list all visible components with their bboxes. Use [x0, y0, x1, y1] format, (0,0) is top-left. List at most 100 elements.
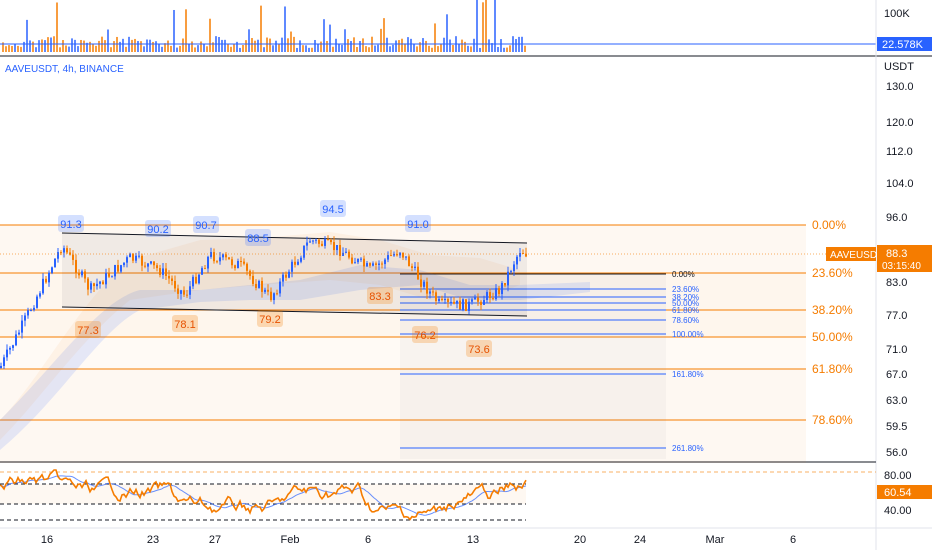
candle-body — [165, 268, 167, 276]
volume-bar — [164, 43, 166, 52]
candle-body — [417, 266, 419, 280]
volume-bar — [92, 44, 94, 52]
volume-bar — [77, 46, 79, 52]
candle-body — [156, 265, 158, 269]
volume-bar — [377, 44, 379, 52]
candle-body — [270, 291, 272, 301]
volume-bar — [320, 41, 322, 52]
volume-bar — [317, 43, 319, 52]
volume-pane — [0, 0, 932, 57]
rsi-value-badge — [877, 485, 932, 499]
fib-retracement-large[interactable] — [0, 224, 806, 463]
time-tick: 23 — [147, 534, 159, 546]
candle-body — [177, 288, 179, 294]
rsi-value: 60.54 — [884, 487, 912, 499]
volume-bar — [350, 41, 352, 52]
volume-bar — [260, 5, 262, 52]
fib-small-labels: 0.00% 23.60%38.20%50.00%61.80%78.60% 100.0… — [672, 270, 704, 453]
candle-body — [369, 263, 371, 266]
candle-body — [492, 298, 494, 300]
volume-bar — [98, 40, 100, 52]
candle-body — [84, 271, 86, 279]
candle-body — [360, 258, 362, 260]
candle-body — [510, 271, 512, 273]
candle-body — [12, 345, 14, 348]
candle-body — [402, 252, 404, 258]
candle-body — [279, 281, 281, 294]
volume-bar — [65, 45, 67, 52]
volume-bar — [56, 2, 58, 53]
candle-body — [288, 271, 290, 278]
volume-bar — [125, 46, 127, 52]
candle-body — [405, 256, 407, 258]
volume-bar — [386, 37, 388, 52]
candle-body — [174, 280, 176, 289]
fib-small-label: 78.60% — [672, 316, 699, 325]
volume-bar — [14, 43, 16, 52]
candle-body — [69, 252, 71, 255]
volume-bar — [266, 37, 268, 52]
fib-retracement-small[interactable] — [400, 273, 666, 459]
volume-bar — [506, 47, 508, 52]
volume-bar — [161, 46, 163, 52]
volume-bar — [467, 45, 469, 52]
volume-bar — [407, 37, 409, 52]
volume-bar — [59, 47, 61, 52]
volume-bar — [302, 45, 304, 52]
candle-body — [294, 261, 296, 265]
fib-small-label: 261.80% — [672, 444, 704, 453]
volume-bar — [347, 39, 349, 52]
volume-bar — [212, 42, 214, 52]
price-tick: 104.0 — [886, 178, 914, 190]
time-axis[interactable]: 16 23 27 Feb 6 13 20 24 Mar 6 — [41, 534, 796, 546]
candle-body — [357, 258, 359, 263]
volume-bar — [290, 31, 292, 52]
volume-bar — [359, 41, 361, 52]
volume-bar — [494, 0, 496, 53]
candle-body — [444, 299, 446, 301]
candle-body — [447, 299, 449, 302]
volume-bar — [122, 38, 124, 52]
volume-bar — [89, 41, 91, 52]
volume-bar — [134, 38, 136, 52]
candle-body — [3, 357, 5, 366]
candle-body — [81, 271, 83, 276]
candle-body — [495, 288, 497, 300]
candle-body — [261, 280, 263, 292]
candle-body — [192, 276, 194, 287]
swing-low-label: 83.3 — [369, 291, 390, 303]
volume-bar — [515, 39, 517, 52]
volume-bar — [2, 42, 4, 52]
candle-body — [336, 245, 338, 251]
swing-low-box — [367, 287, 393, 304]
candle-body — [429, 291, 431, 294]
volume-bar — [437, 46, 439, 52]
time-tick: 20 — [574, 534, 586, 546]
candle-body — [513, 264, 515, 272]
volume-bar — [272, 45, 274, 52]
rsi-upper-label: 80.00 — [884, 470, 912, 482]
volume-bar — [152, 41, 154, 52]
candle-body — [18, 332, 20, 335]
volume-bar — [524, 45, 526, 52]
volume-bar — [20, 46, 22, 52]
candle-body — [132, 253, 134, 261]
price-axis[interactable]: 130.0 120.0 112.0 104.0 96.0 83.0 77.0 71.0 67.0… — [886, 81, 914, 459]
volume-bar — [488, 39, 490, 52]
swing-low-box — [75, 321, 101, 338]
candle-body — [387, 255, 389, 260]
candle-body — [150, 261, 152, 264]
candle-body — [273, 293, 275, 301]
volume-bar — [146, 39, 148, 52]
candle-body — [351, 257, 353, 264]
fib-level-label: 38.20% — [812, 303, 853, 317]
candle-body — [15, 334, 17, 346]
candle-body — [378, 263, 380, 265]
volume-bar — [83, 40, 85, 52]
time-tick: 24 — [634, 534, 646, 546]
volume-bar — [413, 43, 415, 52]
candle-body — [57, 252, 59, 259]
candle-body — [441, 298, 443, 301]
price-tick: 83.0 — [886, 277, 907, 289]
